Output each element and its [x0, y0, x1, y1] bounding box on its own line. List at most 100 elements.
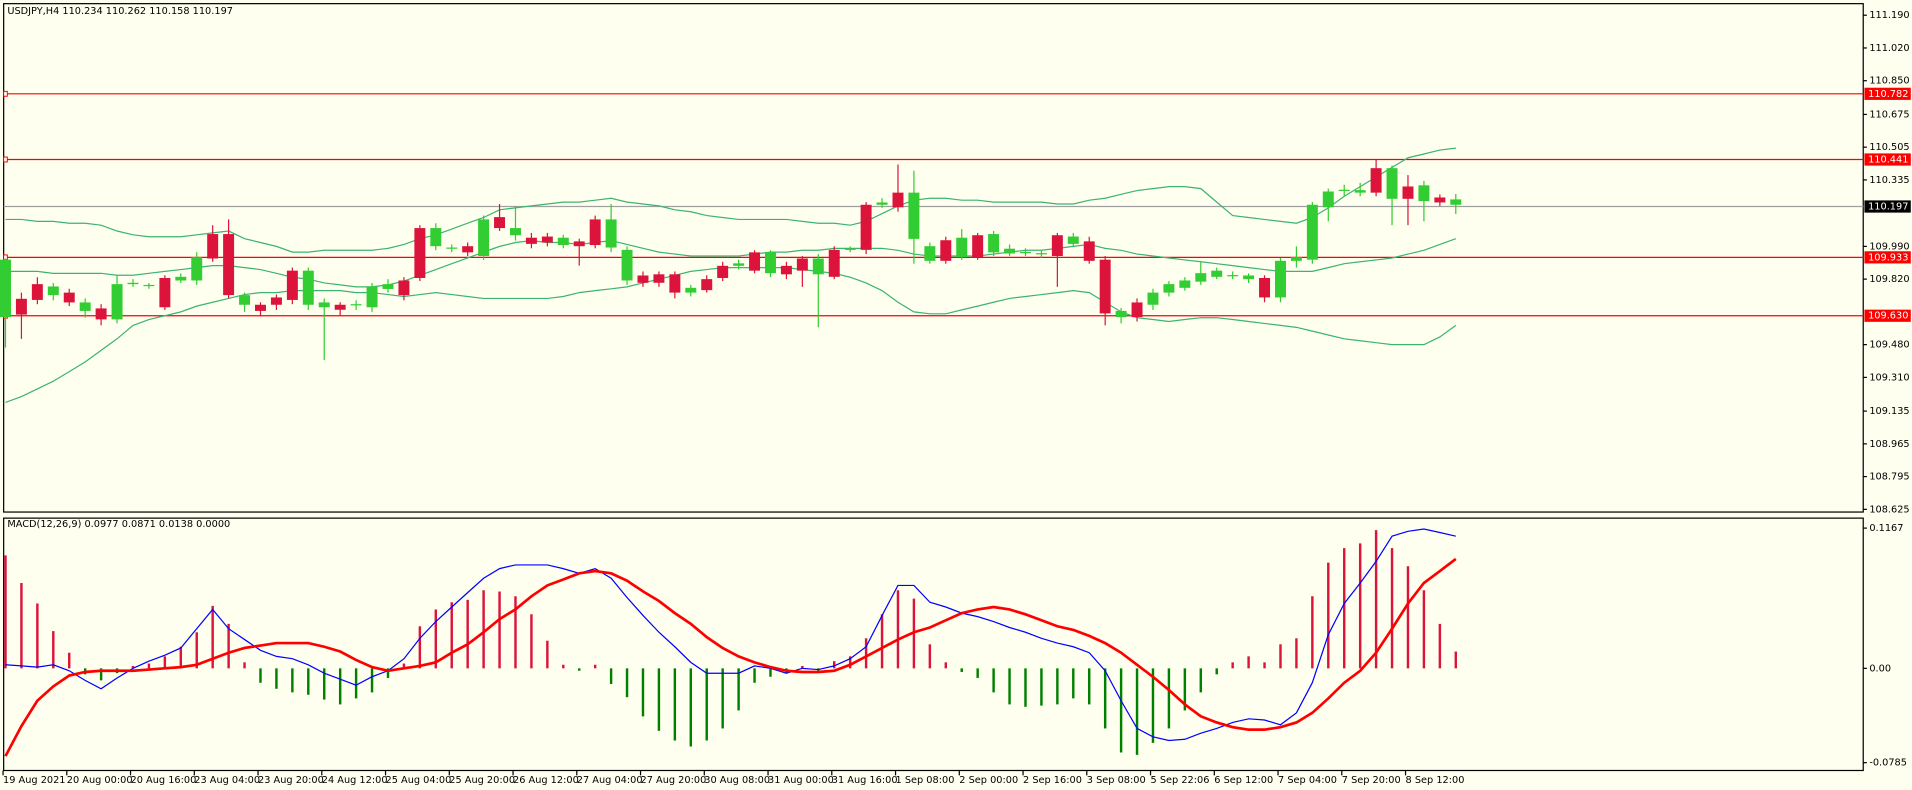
candle-body	[1402, 186, 1414, 199]
candle-body	[318, 302, 330, 308]
candle-body	[207, 234, 219, 259]
candle-body	[1004, 248, 1016, 254]
candle-body	[621, 249, 633, 281]
y-tick-label: 110.675	[1869, 109, 1909, 120]
indicator-line	[4, 557, 1457, 757]
candle-body	[334, 304, 346, 310]
candle-body	[908, 192, 920, 239]
x-tick-label: 8 Sep 12:00	[1406, 775, 1465, 786]
candle-body	[1131, 302, 1143, 318]
candle-body	[1083, 241, 1095, 261]
candle-body	[15, 298, 27, 315]
candle-body	[95, 308, 107, 320]
candle-body	[270, 297, 282, 305]
candle-body	[1386, 168, 1398, 199]
candle-body	[1434, 197, 1446, 203]
current-price-label: 110.197	[1868, 202, 1908, 213]
y-tick-label: 110.850	[1869, 76, 1909, 87]
level-label-box	[1864, 251, 1911, 264]
candle-body	[828, 249, 840, 277]
candle-body	[398, 280, 410, 296]
candle-body	[525, 237, 537, 244]
y-tick-label: 0.00	[1869, 663, 1891, 674]
x-tick-label: 7 Sep 04:00	[1278, 775, 1337, 786]
candle-body	[143, 284, 155, 287]
x-tick-label: 20 Aug 16:00	[131, 775, 197, 786]
candle-body	[111, 284, 123, 320]
candle-body	[254, 304, 266, 311]
candle-body	[764, 252, 776, 274]
candle-body	[605, 219, 617, 248]
candle-body	[1370, 168, 1382, 193]
x-tick-label: 3 Sep 08:00	[1087, 775, 1146, 786]
candle-body	[956, 237, 968, 258]
candle-body	[414, 228, 426, 278]
candle-body	[127, 282, 139, 285]
x-tick-label: 5 Sep 22:06	[1151, 775, 1210, 786]
level-marker	[3, 156, 8, 163]
candle-body	[892, 192, 904, 208]
current-price-box	[1864, 200, 1911, 213]
y-tick-label: 109.480	[1869, 340, 1909, 351]
candle-body	[1211, 270, 1223, 277]
y-tick-label: 110.335	[1869, 175, 1909, 186]
x-tick-label: 2 Sep 16:00	[1023, 775, 1082, 786]
candle-body	[1354, 190, 1366, 193]
level-label: 110.441	[1868, 155, 1908, 166]
indicator-line	[5, 238, 1457, 288]
x-tick-label: 20 Aug 00:00	[67, 775, 133, 786]
x-tick-label: 23 Aug 20:00	[258, 775, 324, 786]
candle-body	[1290, 257, 1302, 261]
candle-body	[1450, 199, 1462, 205]
candle-body	[63, 292, 75, 303]
level-label: 110.782	[1868, 89, 1908, 100]
indicator-line	[5, 147, 1456, 253]
y-tick-label: 110.505	[1869, 142, 1909, 153]
candle-body	[286, 270, 298, 300]
y-tick-label: 108.795	[1869, 472, 1909, 483]
candle-body	[573, 241, 585, 247]
candle-body	[1147, 292, 1159, 305]
x-tick-label: 24 Aug 12:00	[322, 775, 388, 786]
x-tick-label: 1 Sep 08:00	[896, 775, 955, 786]
candle-body	[1099, 259, 1111, 314]
candle-body	[1274, 260, 1286, 298]
candle-body	[860, 204, 872, 250]
level-label: 109.933	[1868, 252, 1908, 263]
candle-body	[0, 259, 11, 318]
y-tick-label: 108.965	[1869, 439, 1909, 450]
y-tick-label: 109.135	[1869, 406, 1909, 417]
candle-body	[701, 279, 713, 291]
candle-body	[366, 286, 378, 308]
candle-body	[1067, 236, 1079, 244]
level-marker	[3, 90, 8, 97]
macd-panel-frame	[3, 517, 1864, 772]
candle-body	[876, 202, 888, 205]
x-tick-label: 27 Aug 20:00	[641, 775, 707, 786]
candle-body	[462, 246, 474, 253]
level-label: 109.630	[1868, 311, 1908, 322]
y-tick-label: 0.1167	[1869, 523, 1903, 534]
indicator-line	[5, 266, 1457, 404]
candle-body	[191, 257, 203, 281]
chart-title: USDJPY,H4 110.234 110.262 110.158 110.19…	[7, 6, 233, 17]
candle-body	[1163, 284, 1175, 293]
candle-body	[1035, 253, 1047, 255]
x-tick-label: 25 Aug 20:00	[449, 775, 515, 786]
candle-body	[717, 265, 729, 278]
candle-body	[79, 302, 91, 311]
x-tick-label: 23 Aug 04:00	[194, 775, 260, 786]
candle-body	[446, 247, 458, 249]
candle-body	[653, 274, 665, 283]
x-tick-label: 31 Aug 00:00	[768, 775, 834, 786]
candle-body	[1322, 191, 1334, 208]
level-label-box	[1864, 153, 1911, 166]
candle-body	[1227, 275, 1239, 277]
candle-body	[796, 258, 808, 271]
candle-body	[844, 248, 856, 250]
level-label-box	[1864, 87, 1911, 100]
candle-body	[988, 234, 1000, 253]
